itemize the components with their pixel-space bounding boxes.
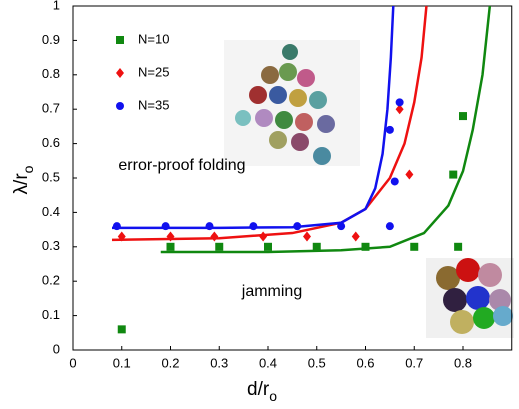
point (259, 231, 268, 242)
point (337, 222, 346, 231)
point (166, 242, 175, 251)
x-tick-label: 0.1 (113, 355, 131, 370)
y-tick-label: 0 (53, 341, 60, 356)
x-tick-label: 0.6 (356, 355, 374, 370)
point (449, 170, 458, 179)
point (112, 222, 121, 231)
annotation: jamming (241, 283, 302, 300)
y-tick-label: 0.1 (42, 307, 60, 322)
point (410, 242, 419, 251)
x-tick-label: 0.3 (210, 355, 228, 370)
point (264, 242, 272, 251)
point (210, 231, 219, 242)
x-tick-label: 0.7 (405, 355, 423, 370)
point (161, 222, 170, 231)
fit-curve (111, 5, 428, 242)
point (117, 231, 126, 242)
point (249, 222, 258, 231)
legend-marker (116, 68, 124, 78)
point (361, 242, 370, 251)
cluster-bottom (426, 258, 514, 338)
x-axis-label: d/ro (247, 379, 277, 404)
point (405, 169, 414, 180)
y-tick-label: 0.2 (42, 273, 60, 288)
x-tick-label: 0 (69, 355, 76, 370)
point (385, 222, 394, 231)
point (390, 177, 399, 186)
x-tick-label: 0.2 (161, 355, 179, 370)
point (312, 242, 321, 251)
point (351, 231, 360, 242)
y-tick-label: 0.7 (42, 101, 60, 116)
point (385, 125, 394, 134)
legend-marker (116, 102, 124, 110)
x-tick-label: 0.5 (308, 355, 326, 370)
point (303, 231, 311, 242)
y-tick-label: 0.6 (42, 135, 60, 150)
point (205, 222, 214, 231)
x-tick-label: 0.4 (259, 355, 277, 370)
y-tick-label: 0.8 (42, 66, 60, 81)
legend-label: N=35 (138, 97, 169, 112)
x-tick-label: 0.8 (454, 355, 472, 370)
y-tick-label: 0.4 (42, 204, 60, 219)
y-tick-label: 1 (53, 0, 60, 12)
point (166, 231, 175, 242)
point (395, 98, 404, 107)
point (459, 112, 467, 121)
point (395, 104, 404, 115)
legend-label: N=10 (138, 31, 169, 46)
annotation: error-proof folding (118, 157, 245, 174)
point (215, 242, 224, 251)
fit-curve (160, 5, 492, 254)
legend-marker (116, 36, 124, 44)
y-tick-label: 0.9 (42, 32, 60, 47)
cluster-top (224, 40, 360, 166)
y-tick-label: 0.5 (42, 169, 60, 184)
point (293, 222, 302, 231)
point (454, 242, 463, 251)
legend-label: N=25 (138, 64, 169, 79)
y-axis-label: λ/ro (11, 165, 36, 194)
point (117, 325, 126, 334)
y-tick-label: 0.3 (42, 238, 60, 253)
